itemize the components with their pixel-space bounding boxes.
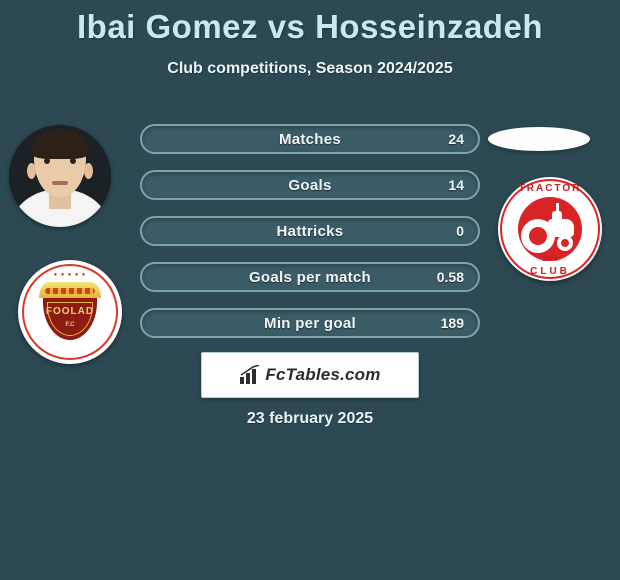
club-badge-left: • • • • • FOOLAD F.C bbox=[18, 260, 122, 364]
stats-panel: Matches 24 Goals 14 Hattricks 0 Goals pe… bbox=[140, 124, 480, 354]
stat-label: Goals per match bbox=[142, 264, 478, 290]
chart-icon bbox=[239, 365, 261, 385]
comparison-date: 23 february 2025 bbox=[0, 410, 620, 428]
stat-label: Min per goal bbox=[142, 310, 478, 336]
stat-right-value: 189 bbox=[441, 310, 464, 336]
stat-row: Goals per match 0.58 bbox=[140, 262, 480, 292]
club-right-year: 1970 bbox=[498, 256, 602, 263]
player-left-avatar bbox=[9, 125, 111, 227]
club-badge-right: TRACTOR 1970 CLUB bbox=[498, 177, 602, 281]
stat-row: Hattricks 0 bbox=[140, 216, 480, 246]
stat-right-value: 0.58 bbox=[437, 264, 464, 290]
fctables-label: FcTables.com bbox=[265, 365, 380, 385]
page-subtitle: Club competitions, Season 2024/2025 bbox=[0, 60, 620, 78]
club-left-label: FOOLAD bbox=[39, 306, 101, 317]
page-title: Ibai Gomez vs Hosseinzadeh bbox=[0, 0, 620, 46]
player-right-avatar bbox=[488, 127, 590, 151]
stat-right-value: 14 bbox=[448, 172, 464, 198]
club-right-bottom: CLUB bbox=[498, 266, 602, 277]
club-left-sub: F.C bbox=[39, 322, 101, 328]
stat-right-value: 0 bbox=[456, 218, 464, 244]
stat-row: Goals 14 bbox=[140, 170, 480, 200]
stat-right-value: 24 bbox=[448, 126, 464, 152]
stat-label: Goals bbox=[142, 172, 478, 198]
fctables-badge: FcTables.com bbox=[201, 352, 419, 398]
stat-row: Matches 24 bbox=[140, 124, 480, 154]
stat-label: Hattricks bbox=[142, 218, 478, 244]
club-right-top: TRACTOR bbox=[498, 183, 602, 194]
stat-row: Min per goal 189 bbox=[140, 308, 480, 338]
stat-label: Matches bbox=[142, 126, 478, 152]
